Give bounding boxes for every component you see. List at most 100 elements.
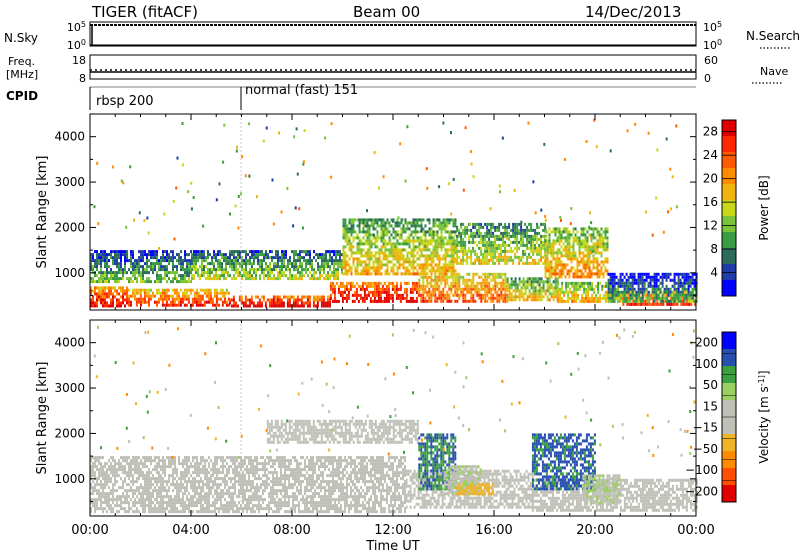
heatmap-cell [516, 289, 519, 293]
heatmap-cell [604, 245, 607, 249]
heatmap-cell [488, 240, 491, 244]
heatmap-cell [554, 277, 557, 281]
heatmap-cell [476, 272, 479, 276]
heatmap-cell [402, 263, 405, 267]
heatmap-cell [564, 251, 567, 255]
heatmap-cell [444, 236, 447, 240]
heatmap-cell [245, 274, 247, 278]
heatmap-cell [193, 297, 196, 301]
heatmap-cell [257, 262, 259, 266]
heatmap-cell [371, 281, 374, 285]
heatmap-cell [399, 281, 402, 285]
heatmap-cell [203, 300, 206, 304]
heatmap-cell [180, 274, 182, 278]
heatmap-cell [142, 474, 144, 478]
heatmap-cell [164, 265, 166, 269]
heatmap-cell [195, 288, 198, 292]
heatmap-cell [412, 236, 415, 240]
heatmap-cell [482, 240, 485, 244]
heatmap-cell [426, 248, 429, 252]
heatmap-cell [502, 249, 505, 253]
heatmap-cell [394, 248, 397, 252]
heatmap-cell [92, 289, 94, 293]
heatmap-cell [436, 218, 439, 222]
heatmap-cell [370, 251, 373, 255]
heatmap-cell [173, 288, 176, 292]
heatmap-cell [506, 243, 509, 247]
heatmap-cell [341, 268, 343, 272]
heatmap-cell [646, 290, 649, 294]
heatmap-cell [193, 277, 195, 281]
heatmap-cell [557, 296, 560, 300]
heatmap-cell [592, 266, 595, 270]
heatmap-cell [636, 302, 639, 306]
heatmap-cell [406, 272, 409, 276]
heatmap-cell [90, 298, 92, 302]
heatmap-cell [301, 265, 303, 269]
heatmap-cell [448, 266, 451, 270]
heatmap-cell [96, 489, 98, 493]
heatmap-cell [96, 295, 98, 299]
heatmap-cell [440, 221, 443, 225]
heatmap-cell [544, 245, 547, 249]
heatmap-cell [303, 129, 306, 133]
heatmap-cell [124, 262, 126, 266]
heatmap-cell [552, 272, 555, 276]
heatmap-cell [108, 477, 110, 481]
heatmap-cell [161, 294, 164, 298]
heatmap-cell [147, 300, 150, 304]
heatmap-cell [193, 262, 195, 266]
heatmap-cell [460, 287, 463, 291]
heatmap-cell [396, 224, 399, 228]
heatmap-cell [424, 284, 427, 288]
heatmap-cell [339, 284, 342, 288]
heatmap-cell [183, 294, 186, 298]
heatmap-cell [430, 266, 433, 270]
heatmap-cell [135, 303, 138, 307]
heatmap-cell [488, 261, 491, 265]
heatmap-cell [684, 302, 687, 306]
heatmap-cell [358, 248, 361, 252]
heatmap-cell [261, 271, 263, 275]
heatmap-cell [560, 254, 563, 258]
heatmap-cell [259, 268, 261, 272]
heatmap-cell [112, 468, 114, 472]
heatmap-cell [673, 275, 676, 279]
heatmap-cell [127, 297, 130, 301]
heatmap-cell [494, 225, 497, 229]
heatmap-cell [540, 289, 543, 293]
heatmap-cell [424, 254, 427, 258]
heatmap-cell [476, 284, 479, 288]
heatmap-cell [134, 468, 136, 472]
heatmap-cell [386, 260, 389, 264]
heatmap-cell [349, 284, 352, 288]
heatmap-cell [442, 293, 445, 297]
heatmap-cell [92, 298, 94, 302]
heatmap-cell [665, 272, 668, 276]
heatmap-cell [444, 266, 447, 270]
heatmap-cell [392, 272, 395, 276]
heatmap-cell [364, 263, 367, 267]
heatmap-cell [486, 222, 489, 226]
heatmap-cell [392, 263, 395, 267]
heatmap-cell [314, 304, 317, 308]
heatmap-cell [347, 287, 350, 291]
heatmap-cell [598, 242, 601, 246]
heatmap-cell [286, 295, 289, 299]
heatmap-cell [528, 277, 531, 281]
heatmap-cell [472, 175, 475, 179]
heatmap-cell [470, 240, 473, 244]
heatmap-cell [490, 287, 493, 291]
heatmap-cell [201, 303, 204, 307]
heatmap-cell [458, 249, 461, 253]
heatmap-cell [516, 228, 519, 232]
heatmap-cell [104, 277, 106, 281]
heatmap-cell [434, 281, 437, 285]
heatmap-cell [538, 246, 541, 250]
heatmap-cell [693, 272, 696, 276]
heatmap-cell [207, 256, 209, 260]
heatmap-cell [297, 253, 299, 257]
heatmap-cell [570, 254, 573, 258]
heatmap-cell [358, 260, 361, 264]
heatmap-cell [247, 274, 249, 278]
